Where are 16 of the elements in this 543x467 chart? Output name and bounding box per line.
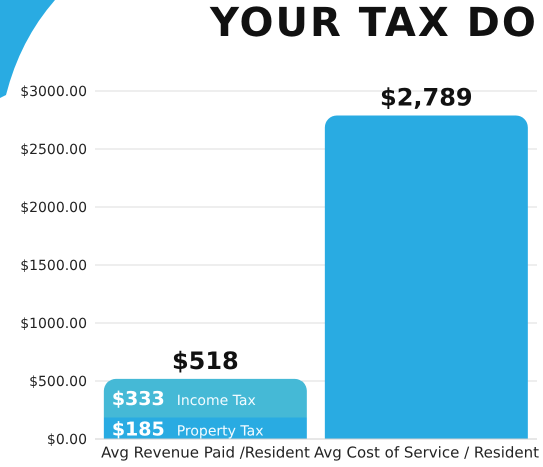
total-label: $518 xyxy=(172,346,239,375)
total-label: $2,789 xyxy=(380,83,473,112)
y-tick-label: $2000.00 xyxy=(20,200,87,216)
x-tick-label: Avg Cost of Service / Resident xyxy=(314,444,540,462)
y-tick-label: $1500.00 xyxy=(20,258,87,274)
chart-title: YOUR TAX DO xyxy=(210,0,538,46)
series-label: Income Tax xyxy=(176,393,256,410)
y-tick-label: $0.00 xyxy=(46,432,87,448)
y-tick-label: $1000.00 xyxy=(20,316,87,332)
y-tick-label: $3000.00 xyxy=(20,84,87,100)
data-label: $333 xyxy=(112,388,165,410)
x-tick-label: Avg Revenue Paid /Resident xyxy=(101,444,310,462)
data-label: $185 xyxy=(112,418,165,440)
series-label: Property Tax xyxy=(176,423,264,440)
y-tick-label: $500.00 xyxy=(29,374,87,390)
y-tick-label: $2500.00 xyxy=(20,142,87,158)
